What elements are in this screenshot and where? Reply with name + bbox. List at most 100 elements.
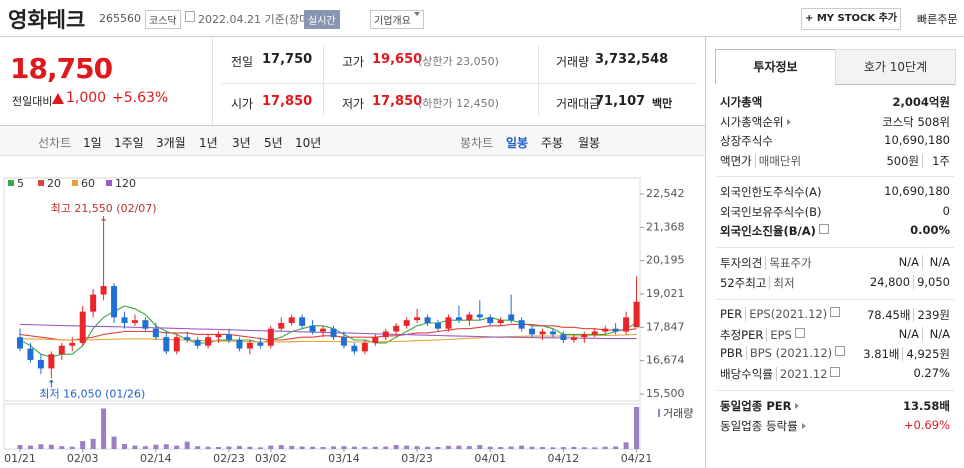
change-label: 전일대비 [12, 95, 53, 108]
summary-value: 71,107 [595, 94, 646, 109]
divider [0, 125, 705, 126]
info-label: PBR BPS (2021.12) [720, 346, 846, 360]
label: 동일업종 등락률 [720, 418, 798, 433]
candle-body [194, 340, 201, 346]
legend-label: 20 [47, 177, 61, 190]
label-sep [745, 346, 747, 360]
summary-value: 17,750 [262, 52, 313, 67]
candle-body [393, 325, 400, 332]
volume-bar [613, 446, 619, 449]
volume-bar [487, 446, 493, 449]
chart: 15,500 16,674 17,847 19,021 20,195 21,368 22,5… [3, 177, 693, 465]
volume-frame [3, 403, 641, 450]
x-tick-label: 01/21 [4, 452, 36, 465]
info-value: 10,690,180 [884, 184, 950, 198]
label2: 매매단위 [758, 153, 802, 168]
summary-value: 17,850 [262, 94, 313, 109]
value-sep [922, 326, 923, 341]
label: 시가총액순위 [720, 114, 784, 129]
candle-body [424, 317, 431, 323]
info-label: 외국인한도주식수(A) [720, 184, 821, 200]
group-divider [716, 247, 954, 248]
group-divider [716, 390, 954, 391]
candle-tab[interactable]: 주봉 [541, 136, 564, 150]
info-value: 78.45배 239원 [867, 307, 950, 323]
value: 0.27% [913, 365, 950, 380]
volume-bar [571, 446, 577, 449]
volume-bar [195, 446, 201, 449]
volume-bar [529, 446, 535, 449]
tab[interactable]: 호가 10단계 [835, 49, 956, 85]
candle-body [215, 334, 222, 338]
candle-body [351, 345, 358, 352]
label: 상장주식수 [720, 134, 773, 148]
info-row: 외국인소진율(B/A) 0.00% [720, 223, 950, 241]
overview-dropdown[interactable]: 기업개요 [370, 10, 424, 29]
candle-body [226, 334, 232, 341]
chart-tabs [0, 126, 705, 156]
tab-active[interactable]: 투자정보 [715, 49, 836, 84]
volume-bar [581, 447, 587, 449]
info-label: 추정PER EPS [720, 327, 805, 343]
info-value: 0 [943, 204, 950, 218]
info-row: 추정PER EPS N/A N/A [720, 326, 950, 345]
period-tab[interactable]: 3개월 [156, 136, 186, 150]
summary-value: 3,732,548 [595, 52, 669, 67]
label2: BPS (2021.12) [749, 346, 833, 360]
info-value: 13.58배 [903, 398, 950, 414]
candle-body [309, 325, 316, 332]
mystock-button[interactable]: + MY STOCK 추가 [801, 8, 901, 30]
y-tick-label: 20,195 [646, 254, 685, 267]
candle-body [27, 348, 34, 360]
period-tab[interactable]: 5년 [264, 136, 283, 150]
label-sep [769, 275, 771, 290]
value2: 239원 [917, 308, 950, 322]
volume-bar [592, 447, 598, 449]
volume-bar [48, 444, 54, 449]
quick-order[interactable]: 빠른주문 [917, 13, 958, 26]
value: 코스닥 508위 [882, 114, 950, 129]
info-row: 시가총액 2,004억원 [720, 94, 950, 112]
legend-swatch [38, 180, 44, 186]
value: 0 [942, 203, 950, 218]
x-tick-label: 02/03 [67, 452, 99, 465]
panel-border [705, 37, 706, 468]
stock-code: 265560 [99, 12, 141, 25]
info-label: 외국인소진율(B/A) [720, 223, 829, 239]
candle-body [246, 342, 253, 349]
period-tab[interactable]: 3년 [232, 136, 251, 150]
link-arrow [801, 422, 806, 429]
period-tab[interactable]: 1년 [199, 136, 218, 150]
label-sep [754, 153, 756, 168]
legend-swatch [106, 180, 112, 186]
volume-bar [205, 446, 211, 449]
plot-frame [3, 177, 641, 402]
label: PBR [720, 346, 743, 360]
candle-body [435, 322, 441, 329]
volume-bar [216, 446, 222, 449]
candle-body [257, 342, 264, 346]
period-tab[interactable]: 1주일 [114, 136, 144, 150]
legend-swatch [72, 180, 78, 186]
volume-bar [456, 445, 462, 449]
candle-body [372, 337, 379, 343]
help-icon [830, 366, 841, 377]
legend-swatch [8, 180, 14, 186]
candle-body [152, 328, 159, 338]
info-value: 10,690,180 [884, 133, 950, 147]
info-label: PER EPS(2021.12) [720, 307, 841, 321]
volume-bar [623, 442, 629, 449]
candle-tab[interactable]: 일봉 [506, 136, 529, 150]
volume-bar [320, 446, 326, 449]
period-tab[interactable]: 1일 [83, 136, 102, 150]
summary-value: 19,650 [372, 52, 423, 67]
high-annotation: 최고 21,550 (02/07) [51, 202, 157, 215]
candle-tab[interactable]: 월봉 [578, 136, 601, 150]
divider [222, 83, 697, 84]
value: 500원 [886, 153, 919, 168]
realtime-badge[interactable]: 실시간 [304, 10, 340, 29]
candle-body [288, 317, 295, 323]
volume-bar [560, 447, 566, 449]
value-sep [922, 255, 923, 269]
period-tab[interactable]: 10년 [295, 136, 322, 150]
